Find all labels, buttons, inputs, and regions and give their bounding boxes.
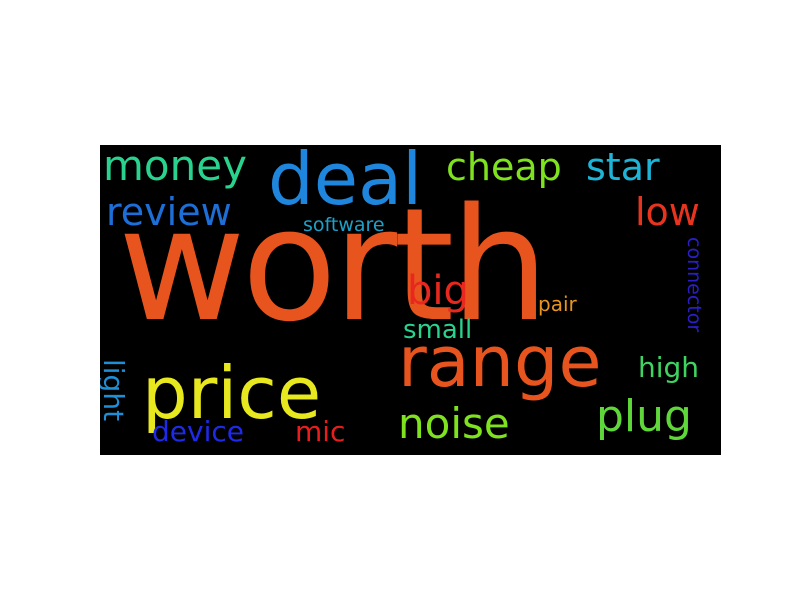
word-small: small — [403, 317, 472, 343]
word-cloud: worth deal range price money cheap star … — [100, 145, 721, 455]
word-mic: mic — [295, 418, 345, 446]
word-low: low — [635, 193, 700, 231]
word-light: light — [100, 359, 127, 421]
word-pair: pair — [538, 294, 577, 314]
word-money: money — [103, 145, 247, 187]
word-review: review — [106, 193, 232, 231]
word-connector: connector — [684, 237, 703, 332]
word-big: big — [407, 271, 469, 311]
word-noise: noise — [398, 403, 510, 445]
word-star: star — [586, 148, 660, 186]
word-cheap: cheap — [446, 148, 562, 186]
word-device: device — [152, 418, 244, 446]
word-high: high — [638, 354, 699, 382]
word-deal: deal — [268, 145, 422, 215]
word-plug: plug — [596, 395, 692, 439]
word-software: software — [303, 216, 385, 235]
